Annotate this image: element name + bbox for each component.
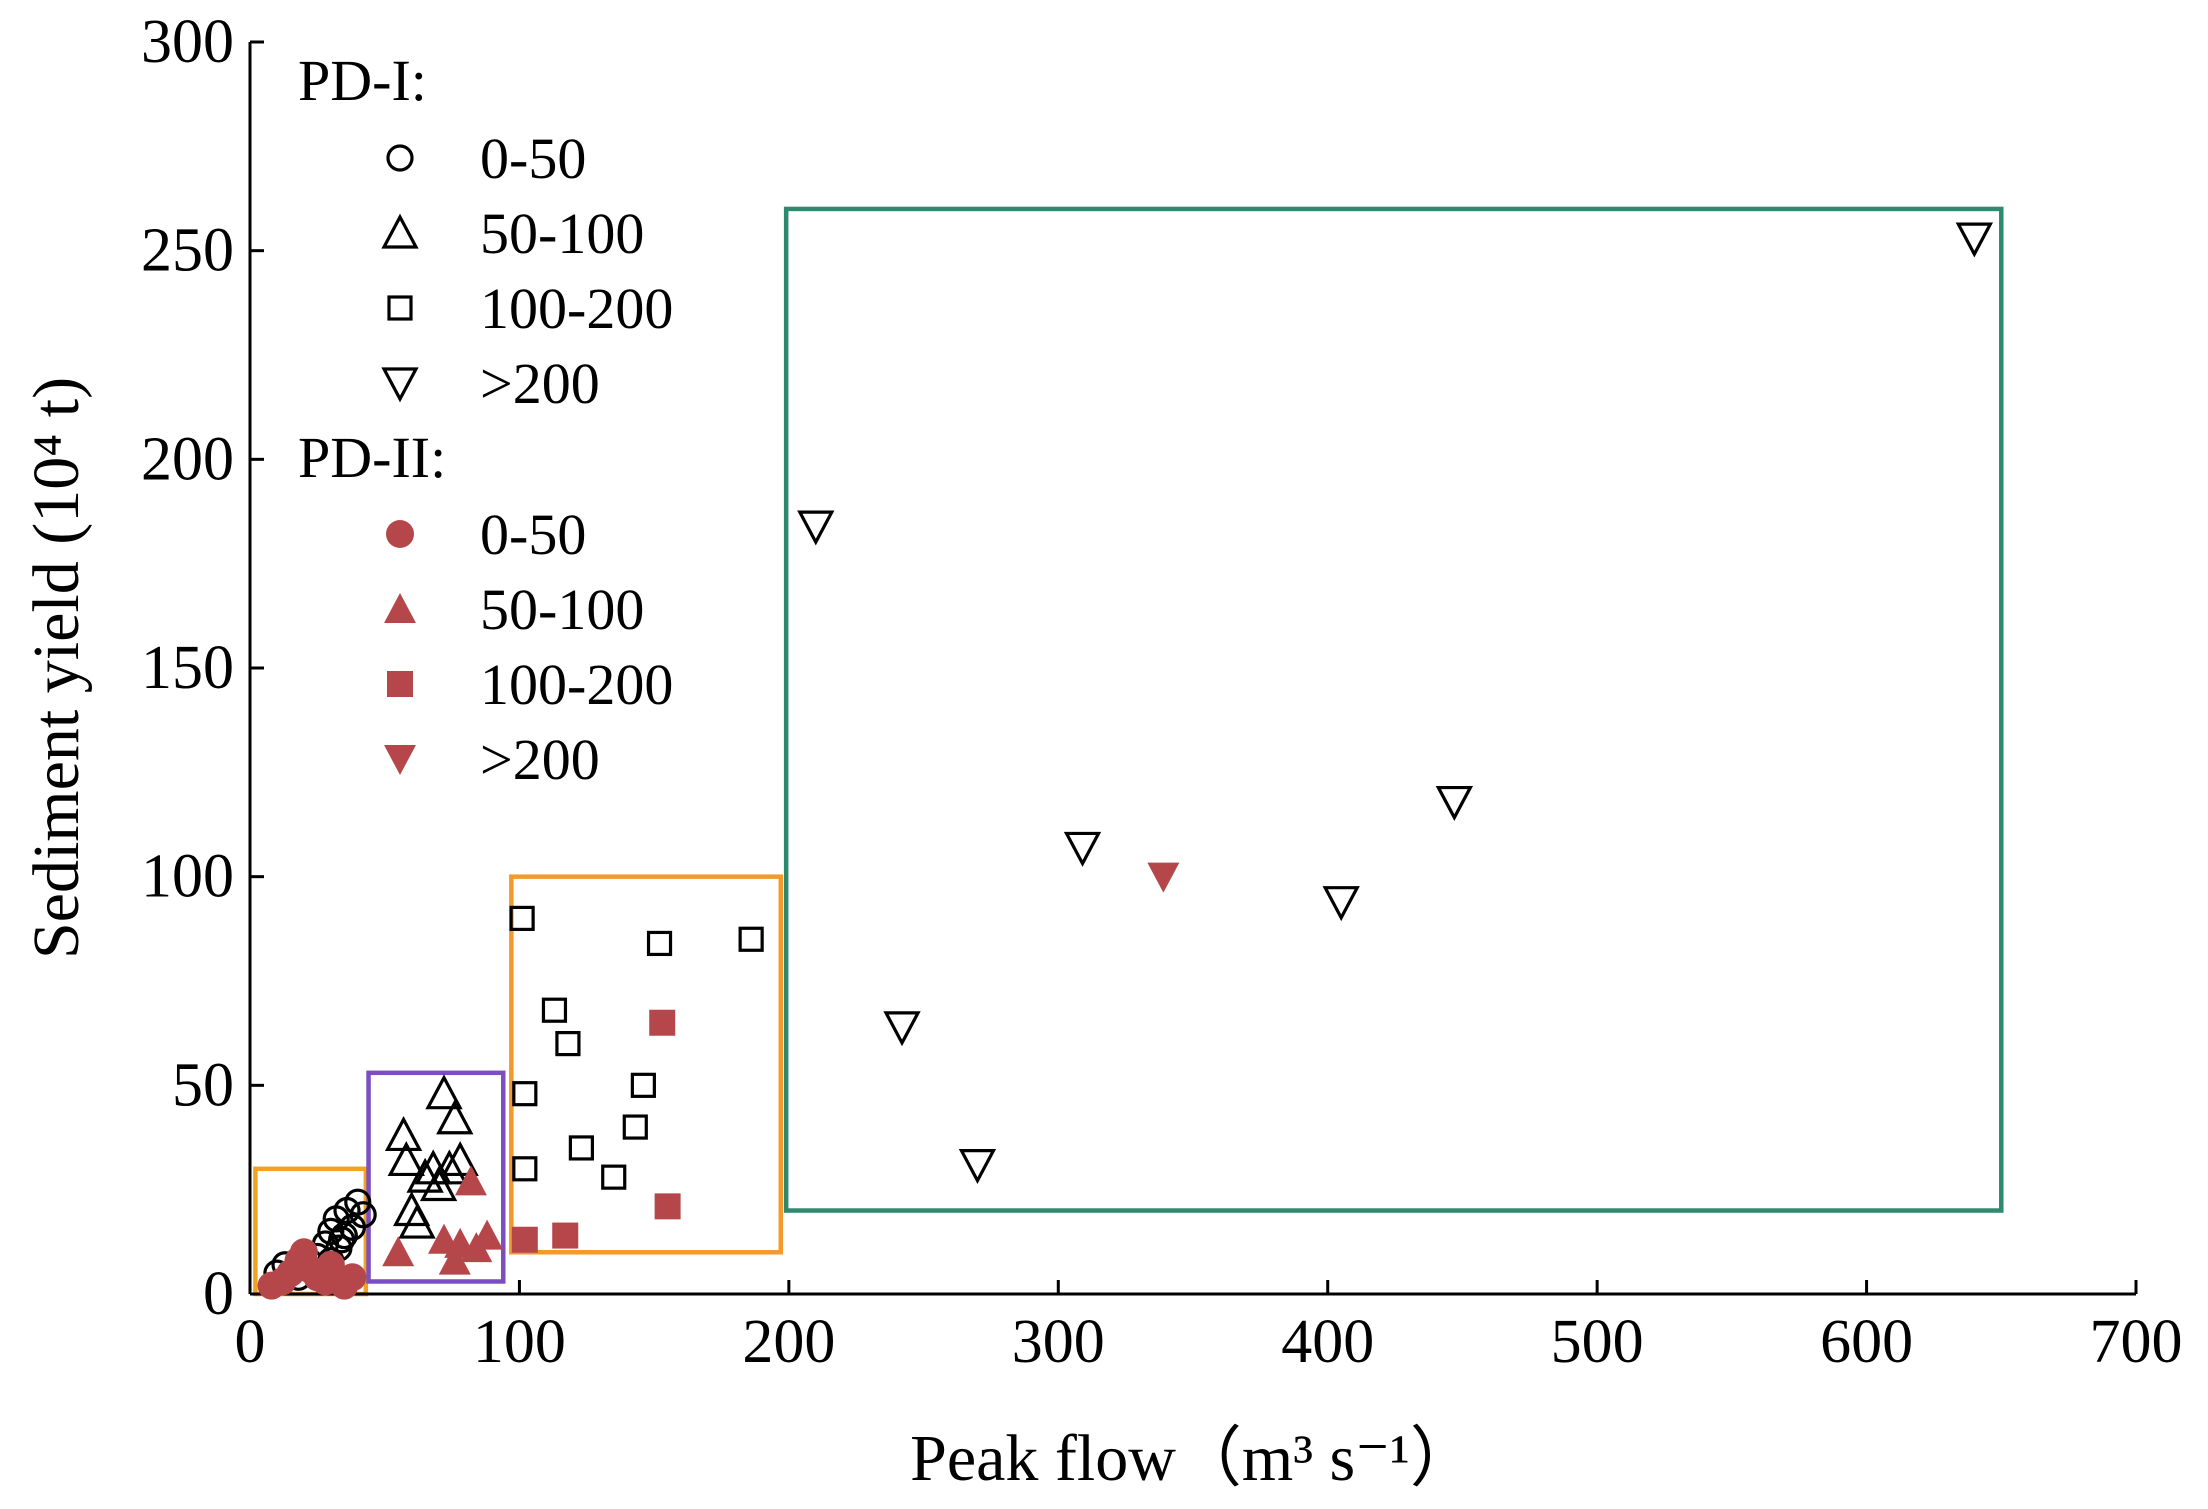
legend-symbol-pd1-circle: [386, 144, 414, 172]
legend-marker-pd2-0-50: [386, 520, 414, 548]
point-pd-ii-0-50-8: [316, 1250, 345, 1279]
point-pd-ii-100-200-3: [654, 1193, 681, 1220]
point-pd-ii-50-100-4: [454, 1165, 487, 1196]
point-pd-ii-50-100-6: [471, 1219, 504, 1250]
range-box-100-200: [509, 874, 784, 1255]
point-pd-i-100-200-5: [568, 1135, 594, 1161]
legend-marker-pd1-0-50: [386, 144, 414, 172]
legend-symbol-pd2-triangle-up: [384, 593, 416, 623]
x-tick-label: 0: [235, 1308, 266, 1376]
point-pd-i-0-50-12: [344, 1188, 372, 1216]
point-pd-i-200-5: [1435, 785, 1474, 821]
tick-marks: 0 100 200 300 400 500 600 700 0 50 100 150 200 250 300: [141, 8, 2183, 1376]
x-tick-label: 100: [473, 1308, 566, 1376]
point-pd-i-50-100-4: [406, 1157, 444, 1193]
legend-label-pd2-0-50: 0-50: [480, 502, 586, 567]
x-axis-title: Peak flow（m³ s⁻¹）: [910, 1422, 1476, 1495]
point-pd-i-50-100-0: [384, 1116, 423, 1152]
legend-marker-pd2-50-100: [384, 593, 416, 623]
legend-symbol-pd1-triangle-down: [381, 367, 419, 403]
point-pd-i-100-200-10: [738, 926, 764, 952]
legend-label-pd1-gt200: >200: [480, 351, 600, 416]
point-pd-i-50-100-6: [419, 1166, 458, 1202]
point-pd-i-200-6: [1955, 222, 1994, 258]
point-pd-i-50-100-9: [436, 1099, 474, 1135]
x-tick-label: 700: [2090, 1308, 2183, 1376]
point-pd-ii-0-50-10: [338, 1263, 367, 1292]
point-pd-i-200-4: [1322, 886, 1360, 922]
point-pd-i-200-2: [958, 1149, 997, 1185]
point-pd-i-200-1: [883, 1011, 921, 1047]
legend-group-title-pd2: PD-II:: [298, 425, 446, 490]
point-pd-ii-50-100-2: [438, 1244, 471, 1275]
legend-marker-pd1-100-200: [387, 295, 413, 321]
point-pd-ii-200-0: [1147, 862, 1180, 893]
point-pd-i-100-200-6: [601, 1164, 627, 1190]
point-pd-i-50-100-10: [441, 1141, 479, 1177]
x-tick-label: 300: [1012, 1308, 1105, 1376]
legend-label-pd2-gt200: >200: [480, 727, 600, 792]
point-pd-i-50-100-1: [387, 1141, 425, 1177]
point-pd-i-0-50-13: [349, 1201, 377, 1229]
point-pd-i-100-200-9: [646, 930, 673, 957]
point-pd-i-50-100-7: [425, 1074, 463, 1110]
legend-group-title-pd1: PD-I:: [298, 48, 427, 113]
point-pd-i-200-3: [1063, 831, 1102, 867]
legend-symbol-pd1-triangle-up: [381, 213, 419, 249]
legend: PD-I: 0-50 50-100 100-200 >200 PD-II: 0-…: [298, 48, 673, 792]
legend-label-pd1-0-50: 0-50: [480, 126, 586, 191]
y-tick-label: 250: [141, 217, 234, 285]
point-pd-i-100-200-2: [512, 1156, 538, 1182]
y-tick-label: 100: [141, 843, 234, 911]
y-tick-label: 0: [203, 1260, 234, 1328]
point-pd-ii-100-200-1: [552, 1222, 579, 1249]
x-tick-label: 600: [1820, 1308, 1913, 1376]
y-tick-label: 300: [141, 8, 234, 76]
legend-label-pd1-50-100: 50-100: [480, 201, 644, 266]
point-pd-i-100-200-3: [541, 997, 568, 1023]
legend-symbol-pd2-square: [387, 671, 413, 697]
data-points: [257, 222, 1994, 1300]
x-tick-label: 400: [1281, 1308, 1374, 1376]
legend-symbol-pd2-triangle-down: [384, 745, 416, 775]
legend-marker-pd1-gt200: [381, 367, 419, 403]
point-pd-i-50-100-3: [398, 1203, 436, 1239]
point-pd-i-50-100-8: [430, 1149, 469, 1185]
point-pd-i-100-200-8: [630, 1072, 656, 1098]
point-pd-i-100-200-0: [509, 905, 535, 932]
y-tick-label: 200: [141, 425, 234, 493]
legend-marker-pd1-50-100: [381, 213, 419, 249]
point-pd-i-100-200-7: [622, 1114, 648, 1140]
legend-marker-pd2-100-200: [387, 671, 413, 697]
legend-marker-pd2-gt200: [384, 745, 416, 775]
point-pd-ii-50-100-0: [382, 1236, 415, 1267]
y-tick-label: 150: [141, 634, 234, 702]
y-axis-title: Sediment yield (10⁴ t): [20, 377, 93, 959]
point-pd-ii-100-200-2: [649, 1009, 676, 1036]
y-tick-label: 50: [172, 1051, 234, 1119]
point-pd-i-100-200-4: [555, 1030, 581, 1057]
point-pd-i-0-50-15: [328, 1226, 356, 1254]
legend-label-pd2-100-200: 100-200: [480, 652, 673, 717]
range-box-50-100: [366, 1070, 506, 1284]
point-pd-ii-100-200-0: [511, 1226, 538, 1253]
x-tick-label: 200: [742, 1308, 835, 1376]
legend-symbol-pd1-square: [387, 295, 413, 321]
point-pd-i-200-0: [797, 510, 835, 546]
range-box-gt200: [783, 206, 2004, 1213]
legend-symbol-pd2-circle: [386, 520, 414, 548]
legend-label-pd2-50-100: 50-100: [480, 577, 644, 642]
x-tick-label: 500: [1551, 1308, 1644, 1376]
point-pd-i-100-200-1: [512, 1081, 538, 1107]
legend-label-pd1-100-200: 100-200: [480, 276, 673, 341]
